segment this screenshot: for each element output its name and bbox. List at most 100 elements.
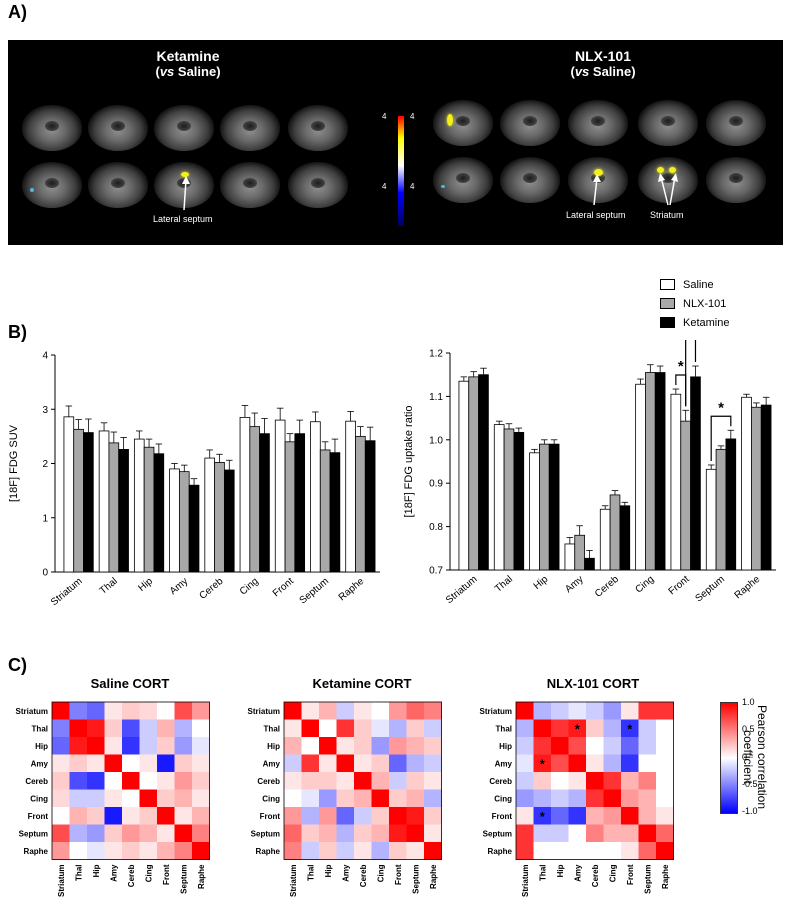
heatmap-cell bbox=[424, 719, 442, 738]
bar bbox=[188, 484, 200, 573]
bar bbox=[284, 441, 296, 573]
heatmap-cell bbox=[603, 772, 622, 790]
heatmap-cell bbox=[638, 737, 657, 755]
heatmap-row-label: Cing bbox=[30, 794, 48, 803]
heatmap-row-label: Amy bbox=[263, 759, 281, 768]
heatmap-row-label: Septum bbox=[19, 829, 48, 838]
heatmap-row-label: Amy bbox=[495, 759, 513, 768]
heatmap-cell bbox=[389, 737, 407, 755]
bar bbox=[513, 432, 525, 571]
heatmap-row-label: Cereb bbox=[489, 777, 512, 786]
heatmap-cell bbox=[122, 842, 140, 860]
heatmap-cell bbox=[586, 842, 604, 860]
heatmap-cell bbox=[284, 737, 302, 755]
heatmap-cell bbox=[69, 807, 88, 825]
heatmap-cell bbox=[319, 754, 337, 773]
bar bbox=[478, 374, 489, 571]
pearson-tick: -1.0 bbox=[742, 806, 758, 816]
heatmap-row-label: Amy bbox=[31, 759, 49, 768]
heatmap-cell bbox=[174, 789, 193, 808]
bar bbox=[599, 508, 611, 571]
heatmap-cell bbox=[424, 824, 442, 843]
bar bbox=[63, 416, 75, 573]
heatmap-cell bbox=[122, 772, 140, 790]
heatmap-cell bbox=[621, 842, 639, 860]
brain-slice bbox=[638, 157, 698, 203]
heatmap-cell bbox=[174, 807, 193, 825]
brain-slice bbox=[500, 100, 560, 146]
heatmap-cell bbox=[87, 754, 105, 773]
heatmap-cell bbox=[284, 789, 302, 808]
bar bbox=[153, 453, 165, 573]
heatmap-col-label: Amy bbox=[341, 864, 350, 882]
annotation-lateral-septum-right: Lateral septum bbox=[566, 210, 626, 220]
heatmap-ketamine-cort: Striatum Striatum Thal Thal Hip Hip Amy Amy Cere… bbox=[248, 701, 442, 897]
heatmap-cell bbox=[568, 772, 587, 790]
bar bbox=[741, 396, 752, 571]
colorbar-bottom-label: 4 bbox=[382, 182, 387, 191]
heatmap-col-label: Hip bbox=[556, 864, 565, 877]
heatmap-cell bbox=[516, 807, 534, 825]
heatmap-cell bbox=[389, 754, 407, 773]
heatmap-cell bbox=[656, 789, 674, 808]
heatmap-cell bbox=[533, 737, 552, 755]
x-tick-label: Amy bbox=[168, 576, 190, 597]
heatmap-cell bbox=[319, 719, 337, 738]
heatmap-cell bbox=[603, 824, 622, 843]
heatmap-row-label: Thal bbox=[32, 724, 48, 733]
bar bbox=[249, 426, 261, 573]
heatmap-col-label: Thal bbox=[306, 865, 315, 881]
legend-label-saline: Saline bbox=[683, 278, 714, 291]
heatmap-row-label: Raphe bbox=[24, 847, 49, 856]
heatmap-cell bbox=[533, 789, 552, 808]
x-tick-label: Cing bbox=[238, 576, 261, 598]
bar bbox=[670, 393, 682, 571]
heatmap-row-label: Striatum bbox=[480, 707, 512, 716]
heatmap-cell bbox=[319, 772, 337, 790]
x-tick-label: Thal bbox=[98, 576, 120, 597]
heatmap-cell bbox=[406, 824, 425, 843]
heatmap-cell bbox=[52, 842, 70, 860]
heatmap-cell bbox=[371, 824, 390, 843]
activation-blob bbox=[447, 114, 453, 126]
heatmap-cell bbox=[122, 702, 140, 720]
heatmap-cell bbox=[336, 842, 355, 860]
brain-slice bbox=[638, 100, 698, 146]
heatmap-cell bbox=[516, 737, 534, 755]
heatmap-cell bbox=[336, 702, 355, 720]
y-tick-label: 4 bbox=[42, 351, 48, 362]
heatmap-row-label: Hip bbox=[499, 742, 512, 751]
heatmap-title-ketamine: Ketamine CORT bbox=[312, 676, 412, 691]
heatmap-cell bbox=[406, 719, 425, 738]
heatmap-cell bbox=[52, 719, 70, 738]
heatmap-cell bbox=[69, 737, 88, 755]
bar bbox=[345, 420, 356, 573]
heatmap-frame bbox=[515, 701, 674, 860]
heatmap-cell bbox=[638, 719, 657, 738]
heatmap-cell bbox=[139, 824, 158, 843]
heatmap-cell bbox=[157, 789, 175, 808]
heatmap-cell bbox=[192, 754, 210, 773]
x-tick-label: Hip bbox=[532, 574, 551, 592]
heatmap-significance-star: * bbox=[575, 721, 581, 736]
heatmap-cell bbox=[336, 754, 355, 773]
bar bbox=[619, 505, 631, 571]
bar bbox=[108, 442, 120, 573]
heatmap-cell bbox=[586, 789, 604, 808]
colorbar-bottom-right-label: 4 bbox=[410, 182, 415, 191]
heatmap-cell bbox=[551, 719, 569, 738]
heatmap-cell bbox=[301, 842, 320, 860]
panel-a-brain-images: Ketamine (vs Saline) NLX-101 (vs Saline)… bbox=[8, 40, 783, 245]
heatmap-cell bbox=[139, 789, 158, 808]
heatmap-row-label: Hip bbox=[267, 742, 280, 751]
bar bbox=[178, 471, 190, 573]
heatmap-cell bbox=[656, 772, 674, 790]
bar bbox=[239, 416, 251, 573]
heatmap-cell bbox=[371, 719, 390, 738]
heatmap-cell bbox=[516, 824, 534, 843]
heatmap-cell bbox=[424, 842, 442, 860]
heatmap-cell bbox=[122, 824, 140, 843]
heatmap-cell bbox=[586, 702, 604, 720]
heatmap-cell bbox=[122, 807, 140, 825]
heatmap-cell bbox=[87, 789, 105, 808]
